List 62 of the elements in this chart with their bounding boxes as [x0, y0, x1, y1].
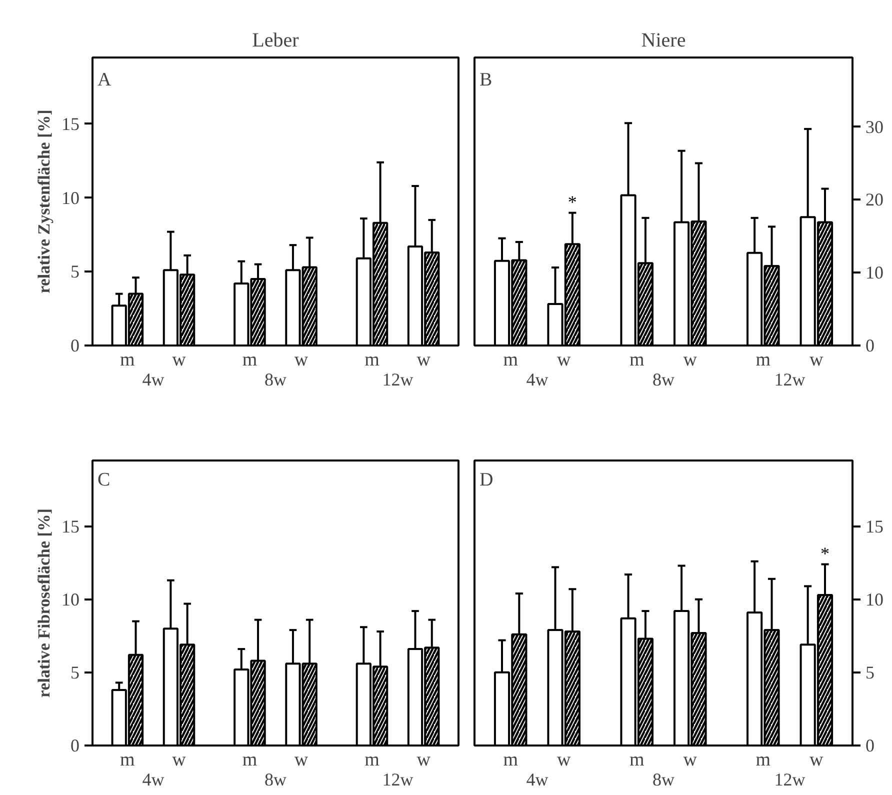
y2-tick-label: 10 [866, 589, 884, 610]
text: B [480, 70, 492, 90]
text: 4w [142, 770, 164, 790]
y-tick-label: 15 [62, 114, 80, 134]
y2-tick-label: 0 [866, 336, 874, 356]
text: D [480, 470, 494, 490]
y2-tick-label: 5 [866, 662, 874, 682]
text: 12w [774, 370, 806, 390]
x-tick-label: m [364, 750, 380, 770]
text: 8w [264, 370, 286, 390]
x-tick-label: w [416, 750, 431, 770]
x-tick-label: w [683, 350, 698, 370]
text: 4w [142, 370, 164, 390]
y-tick-label: 10 [62, 188, 80, 208]
y2-tick-label: 10 [866, 262, 884, 283]
y2-tick-label: 0 [866, 736, 874, 756]
x-tick-label: m [120, 350, 136, 370]
text: 8w [652, 370, 674, 390]
y-axis-title: relative Zystenfläche [%] [34, 110, 54, 294]
x-tick-label: w [810, 350, 824, 370]
y2-tick-label: 15 [866, 516, 884, 536]
x-tick-label: m [242, 750, 258, 770]
text: 8w [652, 770, 674, 790]
text: 4w [526, 370, 548, 390]
x-tick-label: m [756, 350, 771, 370]
x-tick-label: w [683, 750, 698, 770]
y-tick-label: 0 [70, 336, 80, 356]
y-tick-label: 0 [70, 736, 80, 756]
x-tick-label: m [120, 750, 136, 770]
x-tick-label: w [810, 750, 824, 770]
y-tick-label: 5 [70, 262, 80, 282]
chart-subtitle: Niere [641, 30, 686, 52]
text: C [98, 470, 110, 490]
data-label: * [568, 192, 577, 212]
y-axis-title: relative Fibrosefläche [%] [34, 508, 54, 698]
x-tick-label: w [172, 350, 186, 370]
text: 12w [382, 770, 414, 790]
text: 8w [264, 770, 286, 790]
x-tick-label: m [629, 750, 644, 770]
x-tick-label: m [364, 350, 380, 370]
y-tick-label: 15 [62, 516, 80, 536]
x-tick-label: w [416, 350, 431, 370]
x-tick-label: m [242, 350, 258, 370]
x-tick-label: w [294, 750, 308, 770]
y2-tick-label: 20 [866, 190, 884, 210]
x-tick-label: w [556, 350, 571, 370]
x-tick-label: m [503, 750, 518, 770]
x-tick-label: m [503, 350, 518, 370]
x-tick-label: w [556, 750, 571, 770]
x-tick-label: w [294, 350, 308, 370]
text: 12w [382, 370, 414, 390]
y-tick-label: 5 [70, 662, 80, 682]
chart-subtitle: Leber [252, 30, 300, 52]
x-tick-label: m [629, 350, 644, 370]
x-tick-label: m [756, 750, 771, 770]
text: 12w [774, 770, 806, 790]
text: 4w [526, 770, 548, 790]
x-tick-label: w [172, 750, 186, 770]
y-tick-label: 10 [62, 589, 80, 610]
data-label: * [820, 543, 830, 564]
y2-tick-label: 30 [866, 116, 884, 137]
text: A [98, 70, 112, 90]
